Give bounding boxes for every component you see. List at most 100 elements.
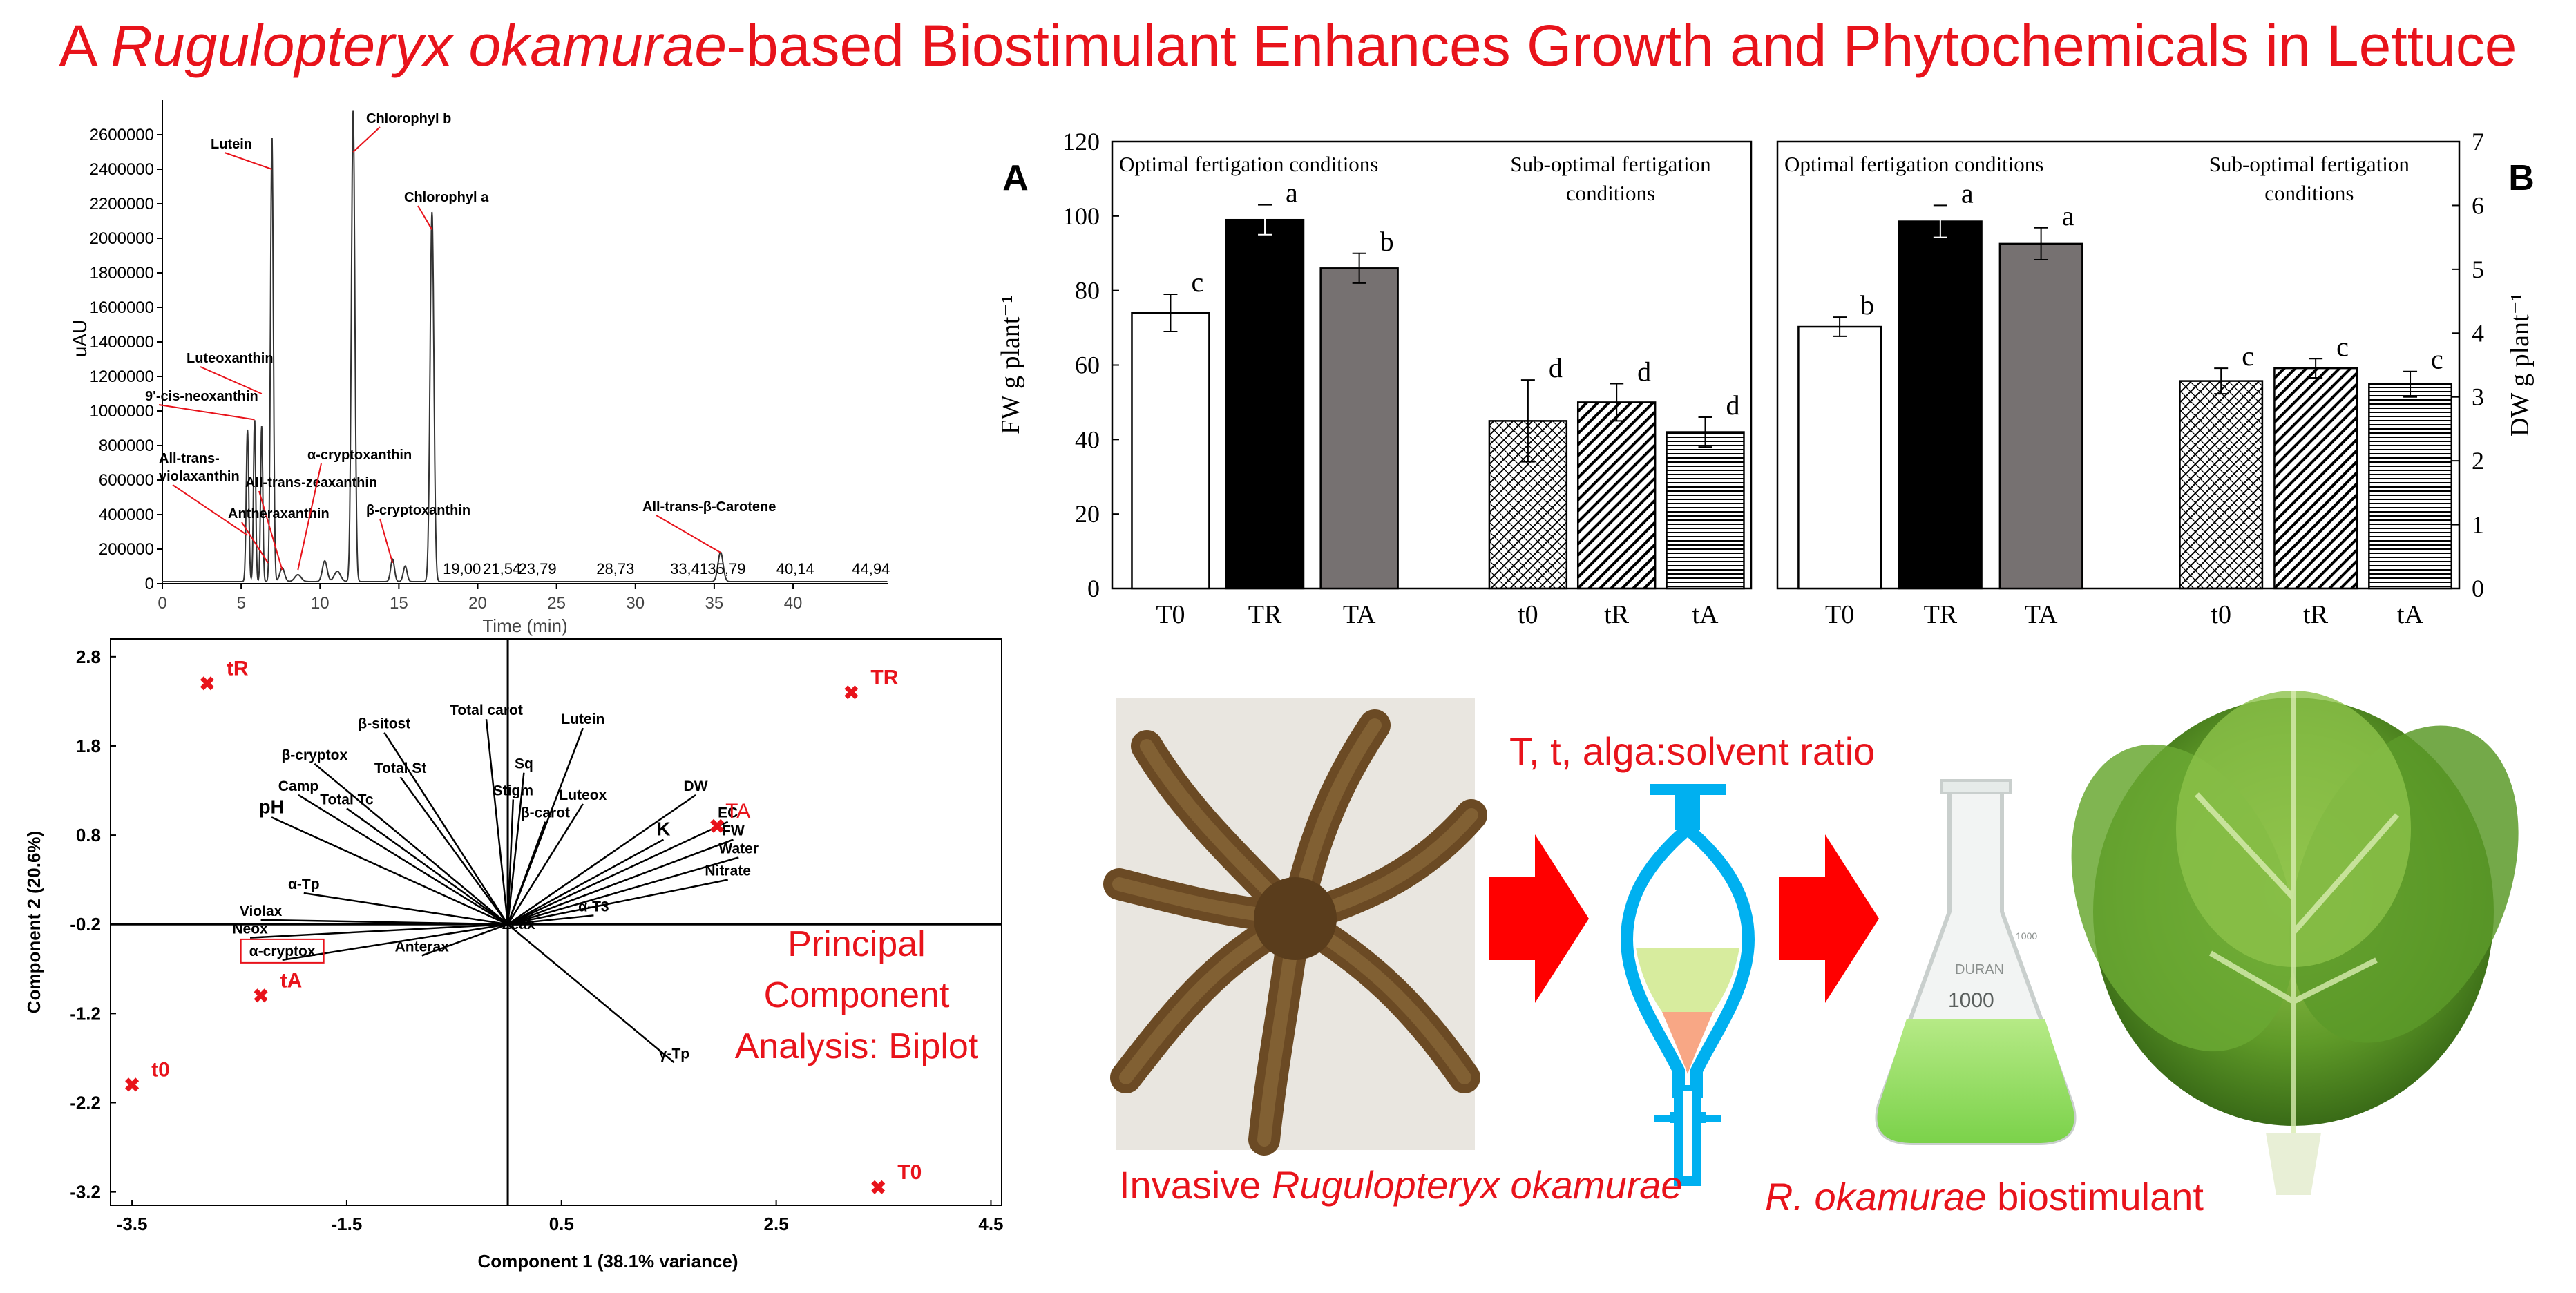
peak-label-arrow bbox=[417, 205, 433, 231]
bar-TR bbox=[1898, 220, 1983, 590]
bar-tA bbox=[2368, 383, 2453, 590]
loading-vector bbox=[421, 923, 508, 957]
loading-label: Violax bbox=[240, 903, 283, 919]
hplc-y-tick-label: 2200000 bbox=[90, 195, 154, 213]
significance-letter: c bbox=[2336, 331, 2349, 362]
bar-category-label: tA bbox=[2397, 600, 2424, 629]
bar-y-tick-label: 100 bbox=[1062, 202, 1100, 230]
peak-label-arrow bbox=[258, 490, 283, 571]
bar-y-tick-label: 0 bbox=[2472, 575, 2484, 602]
pca-x-axis-label: Component 1 (38.1% variance) bbox=[477, 1251, 738, 1272]
hplc-x-tick-label: 25 bbox=[547, 594, 566, 613]
significance-letter: a bbox=[1961, 178, 1974, 209]
bar-y-tick-label: 6 bbox=[2472, 191, 2484, 219]
loading-vector bbox=[506, 799, 515, 925]
bar-TR bbox=[1225, 218, 1305, 590]
loading-label: Total carot bbox=[450, 702, 523, 718]
page-title: A Rugulopteryx okamurae-based Biostimula… bbox=[59, 13, 2517, 78]
pca-caption-line-3: Analysis: Biplot bbox=[734, 1026, 979, 1066]
loading-vector bbox=[383, 731, 509, 925]
loading-label: Water bbox=[718, 841, 759, 856]
significance-letter: a bbox=[1286, 178, 1298, 209]
loading-vector bbox=[506, 772, 525, 925]
biostimulant-caption: R. okamurae biostimulant bbox=[1765, 1175, 2204, 1218]
peak-label-arrow bbox=[297, 463, 322, 571]
pca-y-tick-label: -1.2 bbox=[70, 1003, 101, 1024]
loading-vector bbox=[507, 879, 728, 926]
flask-brand-label: DURAN bbox=[1955, 962, 2004, 977]
bar-TA bbox=[1319, 267, 1399, 590]
bar-category-label: T0 bbox=[1825, 600, 1854, 629]
bar-category-label: t0 bbox=[1518, 600, 1538, 629]
sample-marker: ✖ bbox=[253, 986, 269, 1007]
pca-y-tick-label: -3.2 bbox=[70, 1182, 101, 1203]
loading-vector bbox=[507, 914, 594, 926]
bar-TA bbox=[1998, 242, 2083, 590]
loading-label: Zeax bbox=[502, 917, 535, 932]
bar-y-tick-label: 60 bbox=[1075, 352, 1100, 379]
peak-label: All-trans-β-Carotene bbox=[642, 499, 776, 515]
loading-vector bbox=[314, 763, 508, 926]
retention-time-label: 21,54 bbox=[483, 560, 521, 577]
sample-label: TR bbox=[870, 666, 898, 689]
pca-x-tick-label: 0.5 bbox=[549, 1214, 574, 1234]
loading-vector bbox=[303, 892, 508, 926]
pca-caption: Principal Component Analysis: Biplot bbox=[718, 919, 995, 1072]
bar-y-tick-label: 3 bbox=[2472, 383, 2484, 411]
peak-label: All-trans- bbox=[159, 451, 220, 466]
hplc-y-tick-label: 1400000 bbox=[90, 333, 154, 352]
loading-vector bbox=[282, 923, 508, 961]
bar-y-axis-label: DW g plant⁻¹ bbox=[2506, 293, 2535, 437]
peak-label: Lutein bbox=[211, 137, 252, 152]
significance-letter: d bbox=[1637, 356, 1651, 387]
bar-category-label: T0 bbox=[1156, 600, 1185, 629]
hplc-x-axis-label: Time (min) bbox=[482, 615, 567, 636]
loading-vector bbox=[506, 821, 546, 925]
pca-y-tick-label: -0.2 bbox=[70, 914, 101, 935]
sample-marker: ✖ bbox=[843, 682, 859, 703]
loading-label: Camp bbox=[278, 778, 318, 794]
loading-vector bbox=[506, 803, 584, 925]
flask-volume-mark: 1000 bbox=[1948, 989, 1994, 1012]
peak-label: Antheraxanthin bbox=[228, 506, 330, 521]
bar-y-tick-label: 4 bbox=[2472, 319, 2484, 347]
peak-label: 9'-cis-neoxanthin bbox=[145, 389, 258, 404]
peak-label-arrow bbox=[656, 515, 721, 553]
loading-label: Total Tc bbox=[320, 792, 374, 807]
loading-label: α-T3 bbox=[578, 899, 609, 914]
highlight-box bbox=[240, 938, 325, 964]
significance-letter: d bbox=[1549, 352, 1563, 383]
loading-label: Lutein bbox=[561, 711, 604, 727]
pca-x-tick-label: -1.5 bbox=[332, 1214, 363, 1234]
pca-frame bbox=[110, 638, 1002, 1206]
hplc-y-tick-label: 2000000 bbox=[90, 229, 154, 248]
panel-label: B bbox=[2508, 158, 2535, 198]
bar-y-tick-label: 7 bbox=[2472, 128, 2484, 155]
lettuce-image bbox=[2071, 691, 2519, 1195]
pca-y-tick-label: -2.2 bbox=[70, 1092, 101, 1113]
loading-label: pH bbox=[258, 796, 284, 817]
flask-icon: DURAN 1000 1000 bbox=[1875, 779, 2077, 1145]
pca-caption-line-2: Component bbox=[763, 975, 950, 1015]
peak-label-arrow bbox=[241, 521, 269, 564]
sample-label: tR bbox=[227, 658, 249, 680]
hplc-y-tick-label: 1200000 bbox=[90, 367, 154, 386]
bar-y-tick-label: 120 bbox=[1062, 128, 1100, 155]
pca-x-tick-label: 4.5 bbox=[978, 1214, 1003, 1234]
hplc-x-tick-label: 30 bbox=[626, 594, 645, 613]
loading-label: α-cryptox bbox=[249, 944, 316, 959]
loading-label: α-Tp bbox=[288, 877, 320, 892]
loading-label: β-carot bbox=[521, 805, 570, 821]
bar-category-label: tA bbox=[1692, 600, 1719, 629]
bar-y-tick-label: 80 bbox=[1075, 277, 1100, 305]
group-label-suboptimal: conditions bbox=[1566, 181, 1655, 205]
bar-T0 bbox=[1797, 325, 1882, 590]
loading-label: EC bbox=[718, 805, 738, 821]
pca-y-tick-label: 0.8 bbox=[76, 825, 101, 845]
peak-label: α-cryptoxanthin bbox=[307, 448, 412, 463]
hplc-y-tick-label: 200000 bbox=[99, 540, 154, 559]
group-label-optimal: Optimal fertigation conditions bbox=[1119, 152, 1378, 176]
loading-label: β-sitost bbox=[358, 716, 410, 732]
loading-label: DW bbox=[684, 778, 708, 794]
